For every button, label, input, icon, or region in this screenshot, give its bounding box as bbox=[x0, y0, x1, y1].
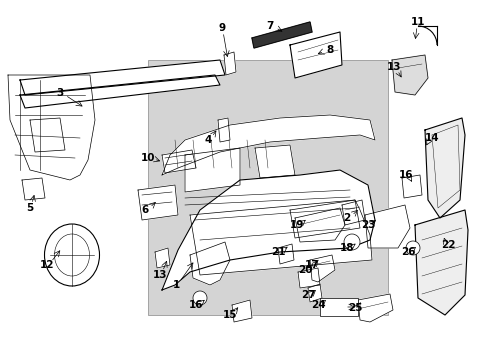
Polygon shape bbox=[414, 210, 467, 315]
Text: 11: 11 bbox=[410, 17, 425, 27]
Ellipse shape bbox=[44, 224, 99, 286]
Polygon shape bbox=[391, 55, 427, 95]
Polygon shape bbox=[20, 75, 220, 108]
Polygon shape bbox=[190, 242, 229, 285]
Text: 4: 4 bbox=[204, 135, 211, 145]
Polygon shape bbox=[155, 248, 170, 268]
Polygon shape bbox=[218, 118, 229, 142]
Polygon shape bbox=[22, 178, 45, 200]
Polygon shape bbox=[401, 175, 421, 198]
Text: 18: 18 bbox=[339, 243, 353, 253]
Polygon shape bbox=[224, 52, 236, 75]
Text: 15: 15 bbox=[223, 310, 237, 320]
Polygon shape bbox=[364, 205, 409, 248]
Text: 5: 5 bbox=[26, 203, 34, 213]
Bar bbox=[319, 298, 357, 316]
Bar bbox=[148, 60, 387, 315]
Text: 27: 27 bbox=[300, 290, 315, 300]
Text: 26: 26 bbox=[400, 247, 414, 257]
Circle shape bbox=[193, 291, 206, 305]
Polygon shape bbox=[278, 244, 293, 264]
Polygon shape bbox=[30, 118, 65, 152]
Text: 9: 9 bbox=[218, 23, 225, 33]
Text: 12: 12 bbox=[40, 260, 54, 270]
Polygon shape bbox=[357, 294, 392, 322]
Text: 2: 2 bbox=[343, 213, 350, 223]
Text: 19: 19 bbox=[289, 220, 304, 230]
Polygon shape bbox=[184, 148, 240, 192]
Text: 8: 8 bbox=[325, 45, 333, 55]
Text: 1: 1 bbox=[172, 280, 179, 290]
Polygon shape bbox=[20, 60, 224, 95]
Polygon shape bbox=[424, 118, 464, 218]
Text: 17: 17 bbox=[304, 260, 319, 270]
Polygon shape bbox=[297, 268, 319, 288]
Text: 23: 23 bbox=[360, 220, 374, 230]
Polygon shape bbox=[289, 32, 341, 78]
Polygon shape bbox=[190, 200, 371, 275]
Text: 24: 24 bbox=[310, 300, 325, 310]
Text: 25: 25 bbox=[347, 303, 362, 313]
Polygon shape bbox=[307, 284, 321, 302]
Circle shape bbox=[343, 234, 359, 250]
Text: 20: 20 bbox=[297, 265, 312, 275]
Polygon shape bbox=[289, 200, 359, 238]
Text: 13: 13 bbox=[386, 62, 401, 72]
Text: 22: 22 bbox=[440, 240, 454, 250]
Text: 21: 21 bbox=[270, 247, 285, 257]
Text: 3: 3 bbox=[56, 88, 63, 98]
Text: 16: 16 bbox=[188, 300, 203, 310]
Text: 6: 6 bbox=[141, 205, 148, 215]
Polygon shape bbox=[309, 255, 334, 282]
Polygon shape bbox=[254, 145, 294, 178]
Polygon shape bbox=[251, 22, 311, 48]
Polygon shape bbox=[162, 115, 374, 175]
Text: 13: 13 bbox=[152, 270, 167, 280]
Polygon shape bbox=[341, 200, 364, 225]
Polygon shape bbox=[294, 208, 345, 242]
Circle shape bbox=[405, 241, 419, 255]
Polygon shape bbox=[8, 75, 95, 180]
Polygon shape bbox=[138, 185, 178, 220]
Polygon shape bbox=[162, 150, 196, 173]
Text: 14: 14 bbox=[424, 133, 438, 143]
Text: 10: 10 bbox=[141, 153, 155, 163]
Text: 7: 7 bbox=[266, 21, 273, 31]
Text: 16: 16 bbox=[398, 170, 412, 180]
Polygon shape bbox=[231, 300, 251, 322]
Polygon shape bbox=[162, 170, 374, 290]
